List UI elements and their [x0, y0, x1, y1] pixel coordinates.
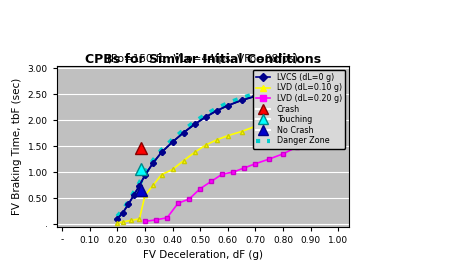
Title: CPBs for Similar Initial Conditions: CPBs for Similar Initial Conditions	[85, 52, 321, 66]
Legend: LVCS (dL=0 g), LVD (dL=0.10 g), LVD (dL=0.20 g), Crash, Touching, No Crash, Dang: LVCS (dL=0 g), LVD (dL=0.10 g), LVD (dL=…	[253, 70, 345, 149]
Y-axis label: FV Braking Time, tbF (sec): FV Braking Time, tbF (sec)	[12, 78, 22, 215]
X-axis label: FV Deceleration, dF (g): FV Deceleration, dF (g)	[143, 250, 263, 260]
Text: (Ro=150 ft., VLo=44fps, VFo=88fps): (Ro=150 ft., VLo=44fps, VFo=88fps)	[108, 54, 298, 64]
